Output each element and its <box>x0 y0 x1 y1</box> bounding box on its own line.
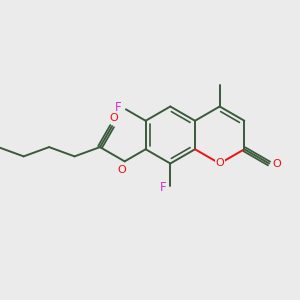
Text: O: O <box>272 158 281 169</box>
Text: F: F <box>115 101 122 114</box>
Text: O: O <box>117 165 126 175</box>
Text: F: F <box>160 181 166 194</box>
Text: O: O <box>109 113 118 123</box>
Text: O: O <box>215 158 224 169</box>
